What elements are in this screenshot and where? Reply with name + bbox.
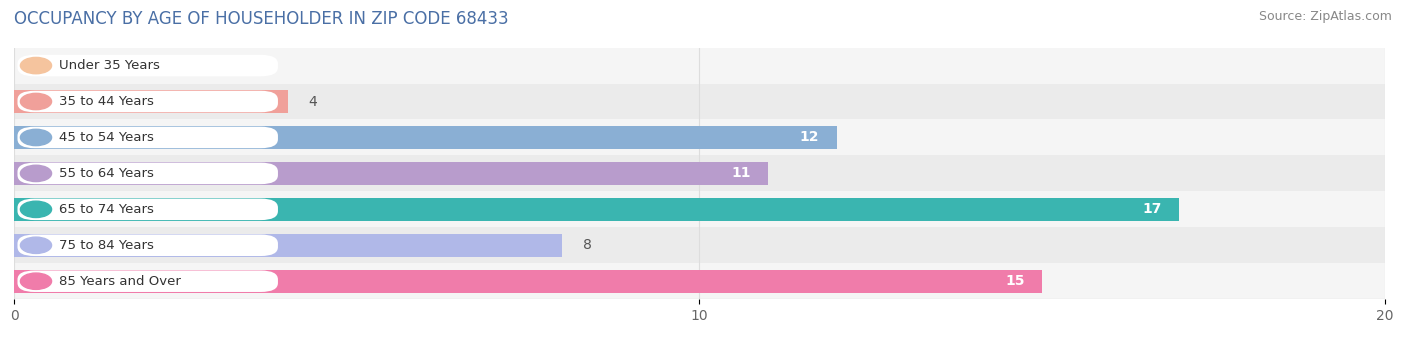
Text: 15: 15 <box>1005 274 1025 288</box>
Bar <box>14 227 1385 263</box>
Bar <box>14 191 1385 227</box>
FancyBboxPatch shape <box>17 271 278 292</box>
FancyBboxPatch shape <box>17 91 278 112</box>
Bar <box>14 119 1385 155</box>
Text: 17: 17 <box>1143 202 1163 216</box>
Circle shape <box>21 237 52 253</box>
Text: Source: ZipAtlas.com: Source: ZipAtlas.com <box>1258 10 1392 23</box>
Bar <box>14 48 1385 84</box>
Circle shape <box>21 273 52 289</box>
FancyBboxPatch shape <box>17 55 278 76</box>
Text: 75 to 84 Years: 75 to 84 Years <box>59 239 153 252</box>
Text: OCCUPANCY BY AGE OF HOUSEHOLDER IN ZIP CODE 68433: OCCUPANCY BY AGE OF HOUSEHOLDER IN ZIP C… <box>14 10 509 28</box>
Text: 12: 12 <box>800 131 820 144</box>
Text: 11: 11 <box>731 166 751 181</box>
Text: 35 to 44 Years: 35 to 44 Years <box>59 95 153 108</box>
Text: 0: 0 <box>35 58 44 72</box>
Bar <box>14 84 1385 119</box>
Text: 8: 8 <box>583 238 592 252</box>
Text: 4: 4 <box>309 95 318 108</box>
FancyBboxPatch shape <box>17 235 278 256</box>
Bar <box>14 126 837 149</box>
FancyBboxPatch shape <box>17 127 278 148</box>
FancyBboxPatch shape <box>17 199 278 220</box>
Circle shape <box>21 129 52 146</box>
Bar <box>14 90 288 113</box>
Text: 55 to 64 Years: 55 to 64 Years <box>59 167 153 180</box>
Bar <box>14 270 1042 293</box>
Text: 85 Years and Over: 85 Years and Over <box>59 275 180 288</box>
Bar <box>14 234 562 257</box>
Bar <box>14 162 768 185</box>
Circle shape <box>21 165 52 182</box>
Bar <box>14 198 1180 221</box>
Bar <box>14 155 1385 191</box>
Circle shape <box>21 57 52 74</box>
Circle shape <box>21 94 52 110</box>
Text: 45 to 54 Years: 45 to 54 Years <box>59 131 153 144</box>
FancyBboxPatch shape <box>17 163 278 184</box>
Text: Under 35 Years: Under 35 Years <box>59 59 159 72</box>
Text: 65 to 74 Years: 65 to 74 Years <box>59 203 153 216</box>
Circle shape <box>21 201 52 218</box>
Bar <box>14 263 1385 299</box>
